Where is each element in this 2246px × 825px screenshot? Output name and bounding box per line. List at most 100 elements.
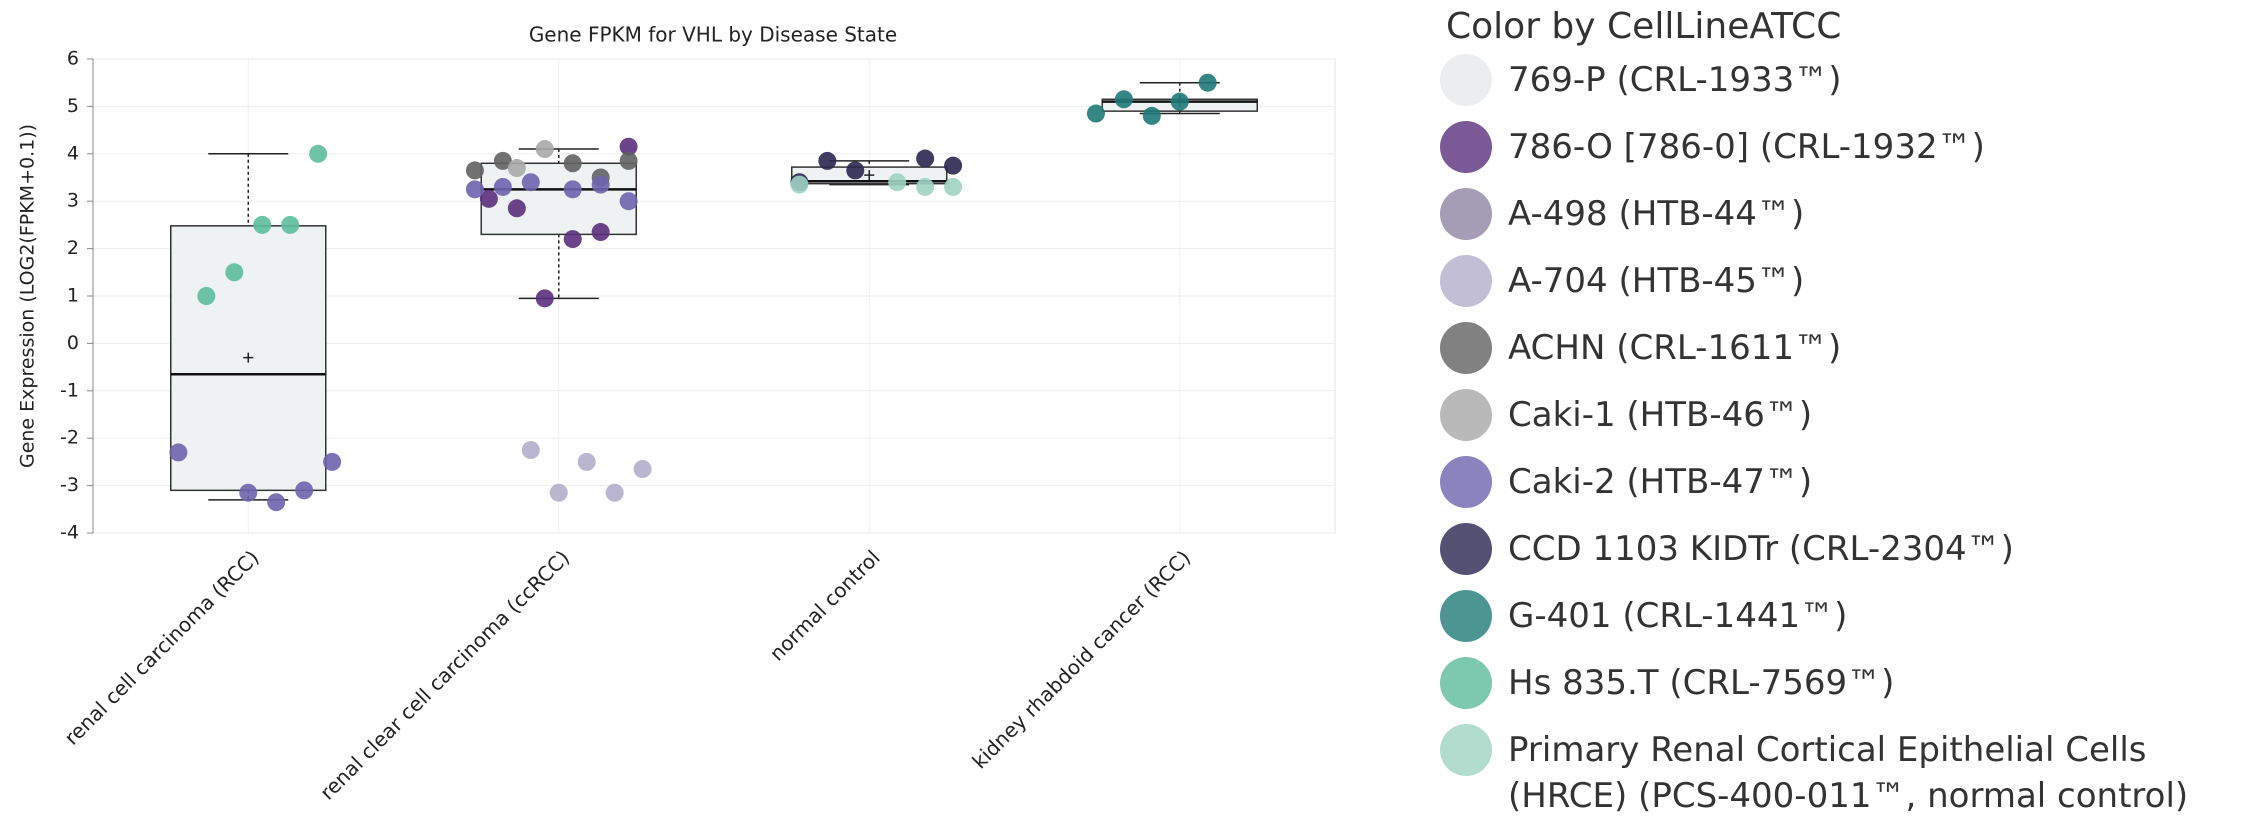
data-point xyxy=(267,493,286,512)
data-point xyxy=(521,173,540,192)
legend-label: ACHN (CRL-1611™) xyxy=(1508,328,1842,368)
data-point xyxy=(1170,92,1189,111)
data-point xyxy=(818,151,837,170)
y-tick-label: -4 xyxy=(60,522,79,544)
legend-swatch xyxy=(1440,590,1492,642)
data-point xyxy=(619,151,638,170)
data-point xyxy=(465,180,484,199)
legend-swatch xyxy=(1440,188,1492,240)
y-tick-label: 6 xyxy=(67,48,79,70)
y-tick-label: -3 xyxy=(60,474,79,496)
chart: Gene FPKM for VHL by Disease State Gene … xyxy=(17,23,1336,805)
data-point xyxy=(605,483,624,502)
data-point xyxy=(309,144,328,163)
data-point xyxy=(846,161,865,180)
data-point xyxy=(563,180,582,199)
legend-label: A-704 (HTB-45™) xyxy=(1508,261,1805,301)
data-point xyxy=(479,189,498,208)
legend: Color by CellLineATCC 769-P (CRL-1933™) 7… xyxy=(1440,0,2240,819)
legend-swatch xyxy=(1440,322,1492,374)
data-point xyxy=(493,177,512,196)
box xyxy=(480,162,637,236)
legend-swatch xyxy=(1440,724,1492,776)
data-point xyxy=(916,177,935,196)
legend-label: CCD 1103 KIDTr (CRL-2304™) xyxy=(1508,529,2014,569)
legend-item: G-401 (CRL-1441™) xyxy=(1440,590,2240,657)
data-point xyxy=(591,223,610,242)
legend-label: 769-P (CRL-1933™) xyxy=(1508,60,1842,100)
data-point xyxy=(577,452,596,471)
y-tick-label: -1 xyxy=(60,379,79,401)
x-tick-label: renal cell carcinoma (RCC) xyxy=(59,545,263,749)
data-point xyxy=(549,483,568,502)
legend-item: Caki-2 (HTB-47™) xyxy=(1440,456,2240,523)
legend-swatch xyxy=(1440,456,1492,508)
data-point xyxy=(1114,90,1133,109)
y-tick-label: 2 xyxy=(67,237,79,259)
legend-label: Caki-2 (HTB-47™) xyxy=(1508,462,1813,502)
legend-item: 769-P (CRL-1933™) xyxy=(1440,54,2240,121)
y-tick-label: 4 xyxy=(67,142,79,164)
legend-label: G-401 (CRL-1441™) xyxy=(1508,596,1848,636)
legend-swatch xyxy=(1440,121,1492,173)
data-point xyxy=(225,263,244,282)
y-axis-label: Gene Expression (LOG2(FPKM+0.1)) xyxy=(17,124,39,468)
mean-marker xyxy=(243,352,254,363)
data-point xyxy=(619,137,638,156)
legend-swatch xyxy=(1440,54,1492,106)
data-point xyxy=(591,175,610,194)
y-tick-label: 3 xyxy=(67,190,79,212)
data-point xyxy=(493,151,512,170)
y-tick-label: 0 xyxy=(67,332,79,354)
data-point xyxy=(169,443,188,462)
y-tick-label: 5 xyxy=(67,95,79,117)
legend-item: Caki-1 (HTB-46™) xyxy=(1440,389,2240,456)
x-tick-label: normal control xyxy=(765,545,885,665)
data-point xyxy=(535,289,554,308)
data-point xyxy=(944,156,963,175)
y-tick-label: -2 xyxy=(60,427,79,449)
data-point xyxy=(619,192,638,211)
data-point xyxy=(790,175,809,194)
data-point xyxy=(239,483,258,502)
legend-swatch xyxy=(1440,255,1492,307)
data-point xyxy=(295,481,314,500)
data-point xyxy=(563,154,582,173)
data-point xyxy=(253,215,272,234)
data-point xyxy=(1142,106,1161,125)
data-point xyxy=(465,161,484,180)
data-point xyxy=(633,460,652,479)
legend-item: ACHN (CRL-1611™) xyxy=(1440,322,2240,389)
legend-swatch xyxy=(1440,657,1492,709)
legend-title: Color by CellLineATCC xyxy=(1446,6,1842,47)
data-point xyxy=(1198,73,1217,92)
legend-item: Hs 835.T (CRL-7569™) xyxy=(1440,657,2240,724)
legend-item: Primary Renal Cortical Epithelial Cells … xyxy=(1440,724,2240,819)
legend-label: Primary Renal Cortical Epithelial Cells … xyxy=(1508,730,2189,816)
data-point xyxy=(507,159,526,178)
x-tick-label: kidney rhabdoid cancer (RCC) xyxy=(967,545,1195,773)
data-point xyxy=(916,149,935,168)
legend-label: A-498 (HTB-44™) xyxy=(1508,194,1805,234)
legend-item: 786-O [786-0] (CRL-1932™) xyxy=(1440,121,2240,188)
data-point xyxy=(507,199,526,218)
data-point xyxy=(563,230,582,249)
legend-item: CCD 1103 KIDTr (CRL-2304™) xyxy=(1440,523,2240,590)
data-point xyxy=(535,140,554,159)
data-point xyxy=(1086,104,1105,123)
data-point xyxy=(197,287,216,305)
legend-item: A-704 (HTB-45™) xyxy=(1440,255,2240,322)
legend-label: Caki-1 (HTB-46™) xyxy=(1508,395,1813,435)
data-point xyxy=(323,452,342,471)
chart-title: Gene FPKM for VHL by Disease State xyxy=(529,23,897,47)
y-tick-label: 1 xyxy=(67,285,79,307)
data-point xyxy=(944,177,963,196)
legend-swatch xyxy=(1440,389,1492,441)
data-point xyxy=(281,215,300,234)
mean-marker xyxy=(864,170,875,181)
legend-label: 786-O [786-0] (CRL-1932™) xyxy=(1508,127,1985,167)
legend-label: Hs 835.T (CRL-7569™) xyxy=(1508,663,1895,703)
x-tick-label: renal clear cell carcinoma (ccRCC) xyxy=(315,545,574,804)
data-point xyxy=(888,173,907,192)
